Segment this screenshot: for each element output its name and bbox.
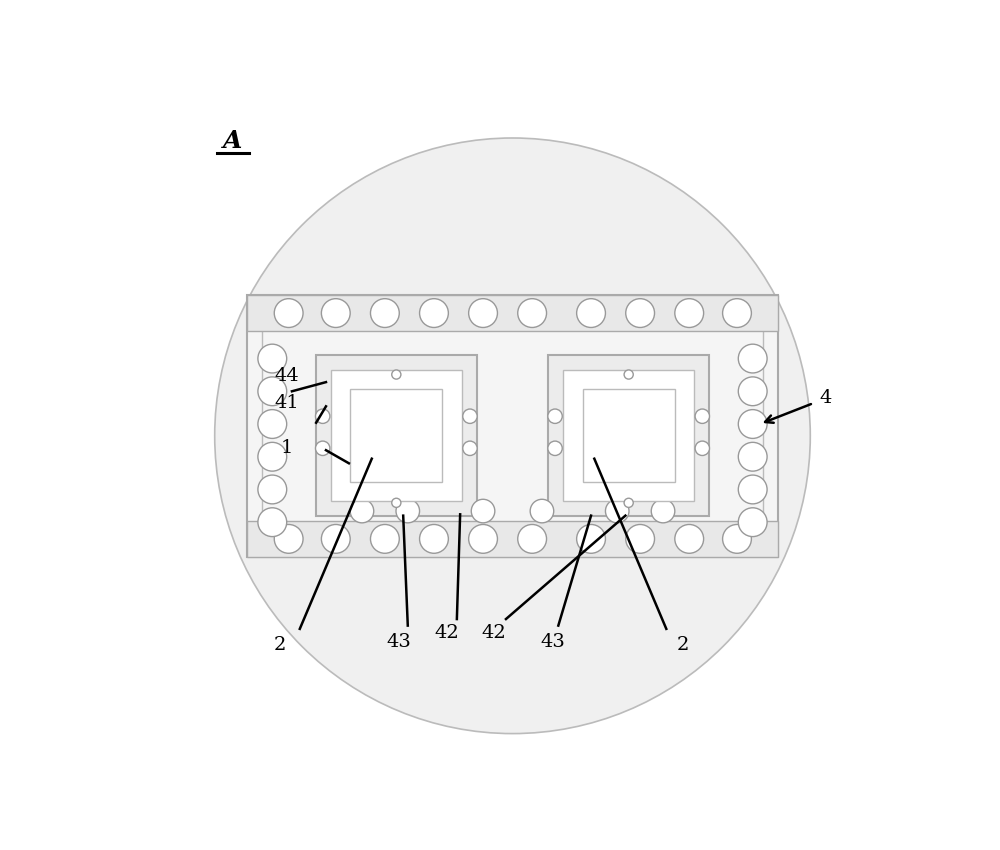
Text: 1: 1 [281,439,293,456]
Circle shape [738,442,767,471]
Circle shape [626,298,655,327]
Circle shape [315,409,330,423]
Bar [563,370,694,502]
Circle shape [258,507,287,536]
Bar [350,389,442,482]
Circle shape [738,344,767,373]
Circle shape [370,524,399,553]
Text: 42: 42 [482,625,507,643]
Circle shape [723,524,751,553]
Circle shape [738,377,767,405]
Circle shape [518,524,547,553]
Text: 4: 4 [819,388,832,407]
Bar [247,521,778,557]
Circle shape [258,377,287,405]
Circle shape [420,524,448,553]
Circle shape [321,524,350,553]
Text: 44: 44 [274,366,299,384]
Circle shape [738,410,767,439]
Bar [262,310,763,541]
Circle shape [624,498,633,507]
Circle shape [651,499,675,523]
Bar [331,370,462,502]
Bar [548,355,709,516]
Circle shape [274,298,303,327]
Circle shape [738,507,767,536]
Circle shape [469,524,497,553]
Circle shape [469,298,497,327]
Circle shape [315,441,330,456]
Circle shape [463,409,477,423]
Circle shape [258,475,287,504]
Circle shape [392,370,401,379]
Circle shape [695,409,710,423]
Text: 43: 43 [541,633,566,651]
Text: 2: 2 [274,637,286,654]
Circle shape [396,499,420,523]
Circle shape [471,499,495,523]
Circle shape [258,442,287,471]
Circle shape [695,441,710,456]
Circle shape [577,298,605,327]
Circle shape [530,499,554,523]
Bar [316,355,477,516]
Bar [247,295,778,557]
Bar [247,295,778,332]
Text: 43: 43 [387,633,412,651]
Circle shape [626,524,655,553]
Circle shape [420,298,448,327]
Circle shape [738,475,767,504]
Circle shape [518,298,547,327]
Circle shape [675,524,704,553]
Circle shape [258,410,287,439]
Text: A: A [223,129,242,153]
Circle shape [350,499,374,523]
Circle shape [577,524,605,553]
Text: 2: 2 [676,637,689,654]
Circle shape [605,499,629,523]
Circle shape [392,498,401,507]
Text: 42: 42 [435,625,459,643]
Circle shape [370,298,399,327]
Circle shape [321,298,350,327]
Circle shape [548,409,562,423]
Circle shape [274,524,303,553]
Circle shape [723,298,751,327]
Circle shape [258,344,287,373]
Bar [583,389,675,482]
Circle shape [548,441,562,456]
Circle shape [624,370,633,379]
Text: 41: 41 [274,394,299,412]
Circle shape [463,441,477,456]
Circle shape [675,298,704,327]
Circle shape [215,138,810,734]
